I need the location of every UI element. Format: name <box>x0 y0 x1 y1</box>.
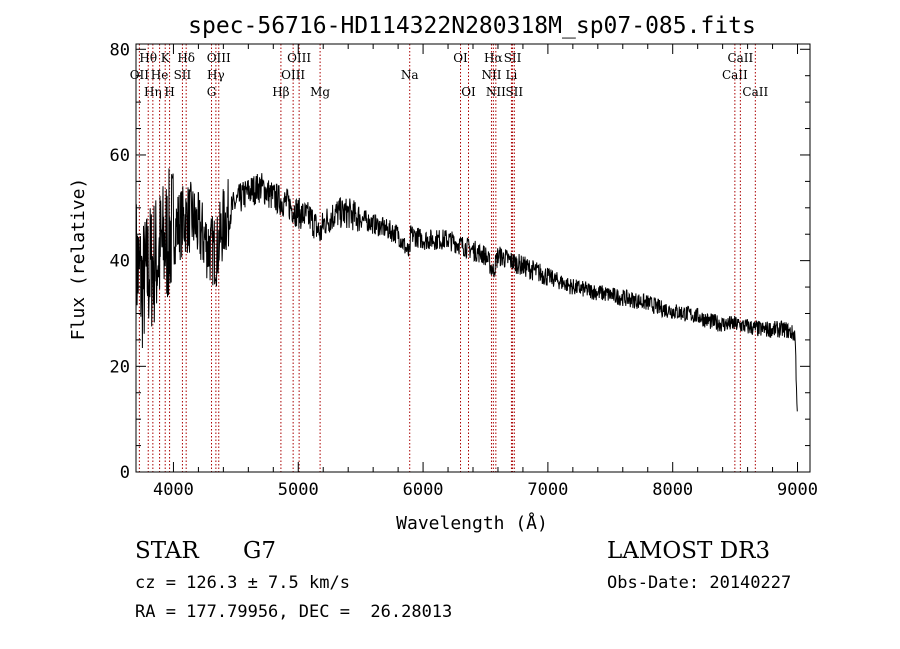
line-label-15: Na <box>401 68 419 82</box>
y-tick-label-40: 40 <box>110 252 130 272</box>
spectrum-chart: spec-56716-HD114322N280318M_sp07-085.fit… <box>68 13 818 534</box>
line-label-19: Hα <box>484 51 503 65</box>
line-label-24: CaII <box>722 68 748 82</box>
line-label-20: NII <box>486 85 506 99</box>
x-tick-label-9000: 9000 <box>777 480 818 500</box>
line-label-25: CaII <box>727 51 753 65</box>
redshift-text: cz = 126.3 ± 7.5 km/s <box>135 573 350 593</box>
class-label: STAR <box>135 538 199 564</box>
line-label-9: Hγ <box>207 68 225 82</box>
line-label-6: SII <box>174 68 192 82</box>
line-label-18: NII <box>481 68 501 82</box>
x-axis-label: Wavelength (Å) <box>396 512 548 534</box>
x-tick-label-4000: 4000 <box>153 480 194 500</box>
obs-date-text: Obs-Date: 20140227 <box>607 573 792 593</box>
y-tick-label-0: 0 <box>120 463 130 483</box>
plot-frame <box>135 43 811 473</box>
x-tick-label-7000: 7000 <box>527 480 568 500</box>
line-label-14: Mg <box>310 85 330 99</box>
subclass-label: G7 <box>243 538 277 564</box>
line-label-3: He <box>151 68 169 82</box>
line-label-5: H <box>164 85 174 99</box>
spectrum-series <box>135 168 798 412</box>
line-label-22: SII <box>504 51 522 65</box>
line-label-23: SII <box>505 85 523 99</box>
line-label-2: Hη <box>144 85 162 99</box>
radec-text: RA = 177.79956, DEC = 26.28013 <box>135 602 453 622</box>
line-label-8: G <box>207 85 217 99</box>
y-axis-label: Flux (relative) <box>68 178 89 341</box>
line-label-26: CaII <box>742 85 768 99</box>
line-label-13: OIII <box>287 51 311 65</box>
survey-label: LAMOST DR3 <box>607 538 771 564</box>
line-label-0: OII <box>130 68 150 82</box>
x-tick-label-5000: 5000 <box>278 480 319 500</box>
line-label-12: OIII <box>281 68 305 82</box>
y-tick-label-20: 20 <box>110 357 130 377</box>
line-label-16: OI <box>453 51 468 65</box>
y-tick-label-60: 60 <box>110 146 130 166</box>
line-label-21: Li <box>506 68 518 82</box>
spectrum-line <box>135 168 798 412</box>
line-label-4: K <box>161 51 171 65</box>
x-tick-label-6000: 6000 <box>403 480 444 500</box>
line-label-1: Hθ <box>139 51 157 65</box>
line-label-17: OI <box>461 85 476 99</box>
line-label-7: Hδ <box>177 51 195 65</box>
line-markers: OIIHθHηHeKHSIIHδGHγOIIIHβOIIIOIIIMgNaOIO… <box>130 44 768 472</box>
line-label-10: OIII <box>207 51 231 65</box>
line-label-11: Hβ <box>272 85 289 99</box>
x-tick-label-8000: 8000 <box>652 480 693 500</box>
axes: 4000 5000 6000 7000 8000 9000 0 20 40 60 80 <box>110 40 818 500</box>
chart-title: spec-56716-HD114322N280318M_sp07-085.fit… <box>188 13 756 39</box>
y-tick-label-80: 80 <box>110 40 130 60</box>
